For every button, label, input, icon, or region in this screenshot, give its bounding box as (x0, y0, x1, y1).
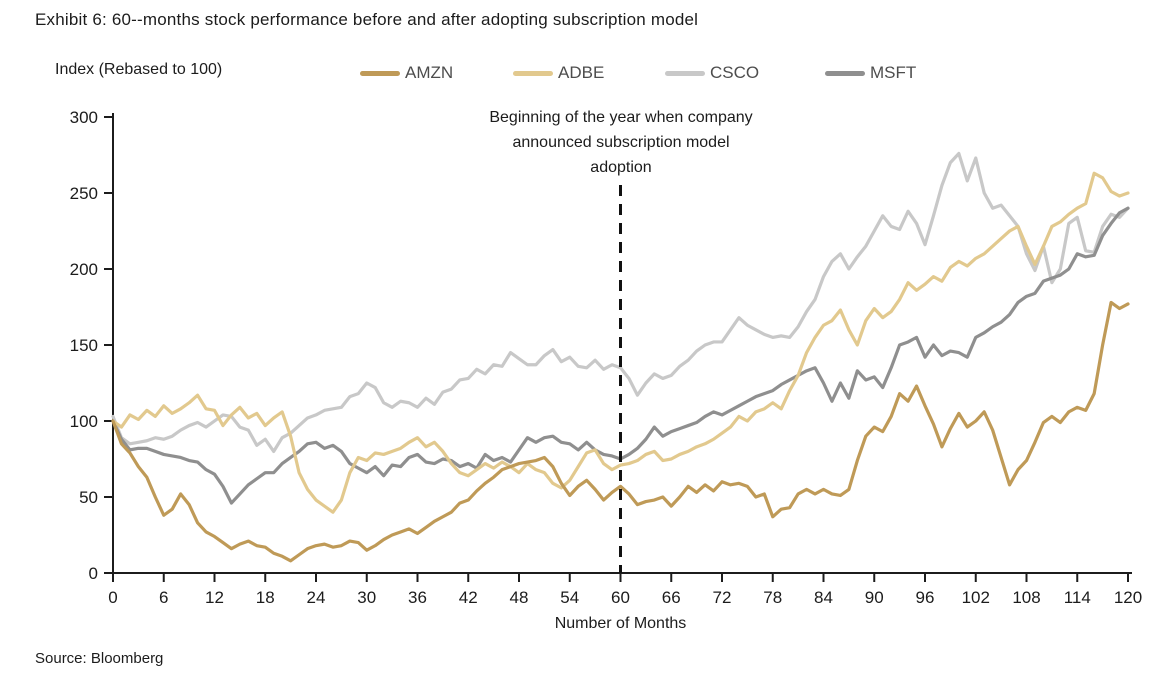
x-tick-label: 30 (357, 588, 376, 607)
msft-line-swatch-icon (825, 70, 865, 76)
x-tick-label: 0 (108, 588, 117, 607)
x-tick-label: 54 (560, 588, 579, 607)
x-tick-label: 6 (159, 588, 168, 607)
x-tick-label: 36 (408, 588, 427, 607)
x-tick-label: 72 (713, 588, 732, 607)
x-tick-label: 78 (763, 588, 782, 607)
series-line-csco (111, 151, 1130, 453)
x-tick-label: 48 (510, 588, 529, 607)
y-tick-label: 300 (70, 108, 98, 127)
x-axis-title: Number of Months (555, 615, 687, 632)
x-tick-label: 90 (865, 588, 884, 607)
legend-item-csco: CSCO (665, 63, 759, 83)
y-tick-label: 100 (70, 412, 98, 431)
y-tick-label: 0 (89, 564, 98, 583)
x-tick-label: 114 (1064, 588, 1091, 607)
series-line-amzn (111, 300, 1130, 563)
legend-item-adbe: ADBE (513, 63, 604, 83)
x-tick-label: 102 (962, 588, 990, 607)
x-tick-label: 12 (205, 588, 224, 607)
event-annotation: Beginning of the year when company annou… (489, 109, 753, 176)
legend-label-amzn: AMZN (405, 63, 454, 82)
x-tick-label: 60 (611, 588, 630, 607)
legend-label-msft: MSFT (870, 63, 917, 82)
chart-title: Exhibit 6: 60--months stock performance … (35, 10, 699, 29)
legend-label-csco: CSCO (710, 63, 760, 82)
x-tick-label: 96 (916, 588, 935, 607)
source-note: Source: Bloomberg (35, 650, 164, 667)
legend-item-msft: MSFT (825, 63, 916, 83)
x-tick-label: 24 (307, 588, 326, 607)
x-tick-label: 108 (1012, 588, 1040, 607)
y-axis-unit-label: Index (Rebased to 100) (55, 61, 223, 78)
x-tick-label: 18 (256, 588, 275, 607)
y-tick-label: 150 (70, 336, 98, 355)
amzn-line-swatch-icon (360, 70, 400, 76)
x-tick-label: 42 (459, 588, 478, 607)
legend-item-amzn: AMZN (360, 63, 453, 83)
legend-label-adbe: ADBE (558, 63, 605, 82)
x-tick-label: 84 (814, 588, 833, 607)
series-line-adbe (111, 171, 1130, 514)
y-tick-label: 200 (70, 260, 98, 279)
y-tick-label: 50 (79, 488, 98, 507)
csco-line-swatch-icon (665, 70, 705, 76)
adbe-line-swatch-icon (513, 70, 553, 76)
y-tick-label: 250 (70, 184, 98, 203)
x-tick-label: 66 (662, 588, 681, 607)
x-tick-label: 120 (1114, 588, 1142, 607)
